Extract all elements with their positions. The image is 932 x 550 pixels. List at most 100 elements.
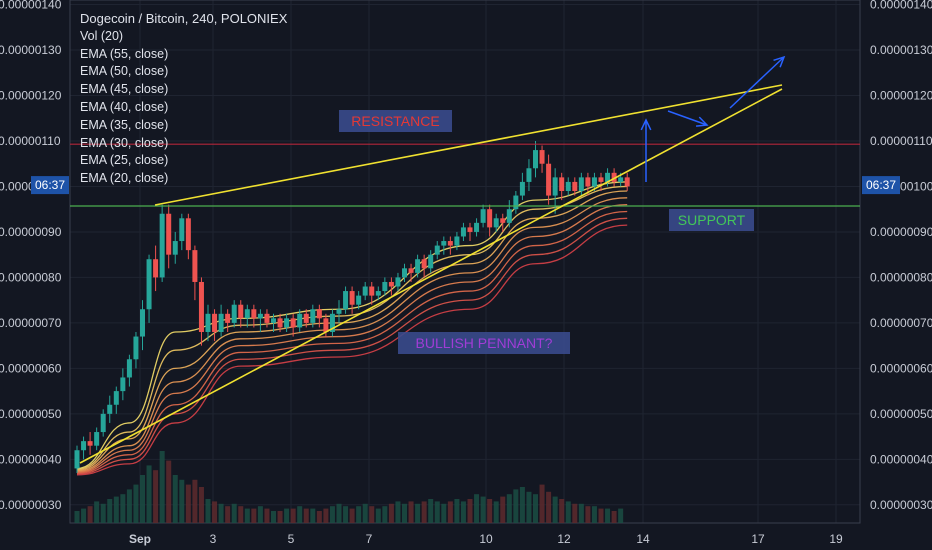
right-price-label: 0.00000050 (870, 407, 932, 421)
candle-body (185, 218, 191, 251)
arrow-head (773, 55, 786, 68)
volume-bar (388, 503, 394, 523)
candle-body (487, 209, 493, 228)
volume-bar (172, 475, 178, 523)
candle-body (225, 313, 231, 323)
candle-body (598, 177, 604, 182)
candle-body (179, 218, 185, 242)
volume-bar (539, 484, 545, 523)
volume-bar (611, 511, 617, 523)
candle-body (120, 377, 126, 392)
upper-trendline (154, 84, 783, 206)
time-label: Sep (129, 532, 151, 546)
ema-lines (76, 181, 628, 476)
ema-line (76, 185, 628, 470)
volume-bar (493, 501, 499, 523)
volume-bar (198, 487, 204, 523)
right-price-label: 0.00000040 (870, 452, 932, 466)
candle-body (454, 236, 460, 246)
volume-bar (415, 503, 421, 523)
candle-body (421, 259, 427, 269)
left-price-label: 0.00000120 (0, 89, 62, 103)
volume-bar (74, 511, 80, 523)
time-label: 12 (557, 532, 571, 546)
volume-bar (185, 484, 191, 523)
volume-bar (500, 496, 506, 523)
left-time-badge (31, 176, 69, 195)
volume-bars (74, 451, 624, 523)
candle-body (74, 450, 80, 469)
candle-body (212, 313, 218, 332)
candle-body (323, 318, 329, 332)
support-label-text: SUPPORT (678, 212, 746, 228)
ema-line (76, 204, 628, 473)
candle-body (356, 295, 362, 305)
resistance-label-text: RESISTANCE (351, 113, 439, 129)
candle-body (244, 309, 250, 319)
ema-line (76, 197, 628, 472)
left-price-label: 0.00000030 (0, 498, 62, 512)
left-price-label: 0.00000040 (0, 452, 62, 466)
volume-bar (552, 496, 558, 523)
volume-bar (428, 499, 434, 523)
left-price-label: 0.00000090 (0, 225, 62, 239)
volume-bar (126, 489, 132, 523)
volume-bar (81, 508, 87, 523)
volume-bar (513, 489, 519, 523)
candle-body (362, 286, 368, 296)
candle-body (297, 313, 303, 328)
volume-bar (605, 508, 611, 523)
volume-bar (519, 487, 525, 523)
right-price-label: 0.00000120 (870, 89, 932, 103)
volume-bar (225, 506, 231, 523)
legend-indicator: EMA (25, close) (80, 153, 169, 168)
left-price-label: 0.00000080 (0, 270, 62, 284)
volume-bar (434, 501, 440, 523)
volume-bar (284, 508, 290, 523)
candle-body (369, 286, 375, 296)
volume-bar (578, 503, 584, 523)
candle-body (271, 318, 276, 323)
ema-line (76, 224, 628, 476)
pennant-label-text: BULLISH PENNANT? (416, 335, 553, 351)
arrow-head (640, 118, 652, 131)
time-label: 10 (479, 532, 493, 546)
legend-indicator: EMA (55, close) (80, 46, 169, 61)
time-label: 17 (751, 532, 765, 546)
time-label: 14 (636, 532, 650, 546)
candle-body (257, 313, 263, 319)
left-time-badge-text: 06:37 (35, 178, 65, 192)
candle-body (415, 259, 421, 273)
candle-body (493, 218, 499, 228)
candle-body (402, 268, 407, 278)
candle-body (591, 177, 597, 187)
candle-body (329, 313, 335, 332)
volume-bar (323, 508, 329, 523)
volume-bar (591, 506, 597, 523)
right-price-label: 0.00000090 (870, 225, 932, 239)
candle-body (153, 259, 159, 278)
volume-bar (349, 508, 355, 523)
legend-indicator: EMA (50, close) (80, 64, 169, 79)
time-label: 19 (829, 532, 843, 546)
resistance-label-box (339, 110, 452, 132)
candle-body (605, 172, 611, 182)
volume-bar (192, 479, 198, 523)
right-price-label: 0.00000130 (870, 43, 932, 57)
candle-body (578, 177, 584, 192)
volume-bar (120, 494, 126, 523)
candle-body (618, 177, 624, 182)
volume-bar (231, 503, 237, 523)
volume-bar (166, 460, 172, 523)
volume-bar (506, 494, 512, 523)
pennant-trendlines (79, 84, 783, 464)
candle-body (428, 254, 434, 269)
candle-body (205, 313, 211, 332)
arrow-head (695, 116, 709, 127)
candle-body (447, 241, 453, 246)
volume-bar (251, 508, 257, 523)
candle-body (166, 213, 172, 255)
left-price-label: 0.00000140 (0, 0, 62, 12)
volume-bar (264, 508, 270, 523)
